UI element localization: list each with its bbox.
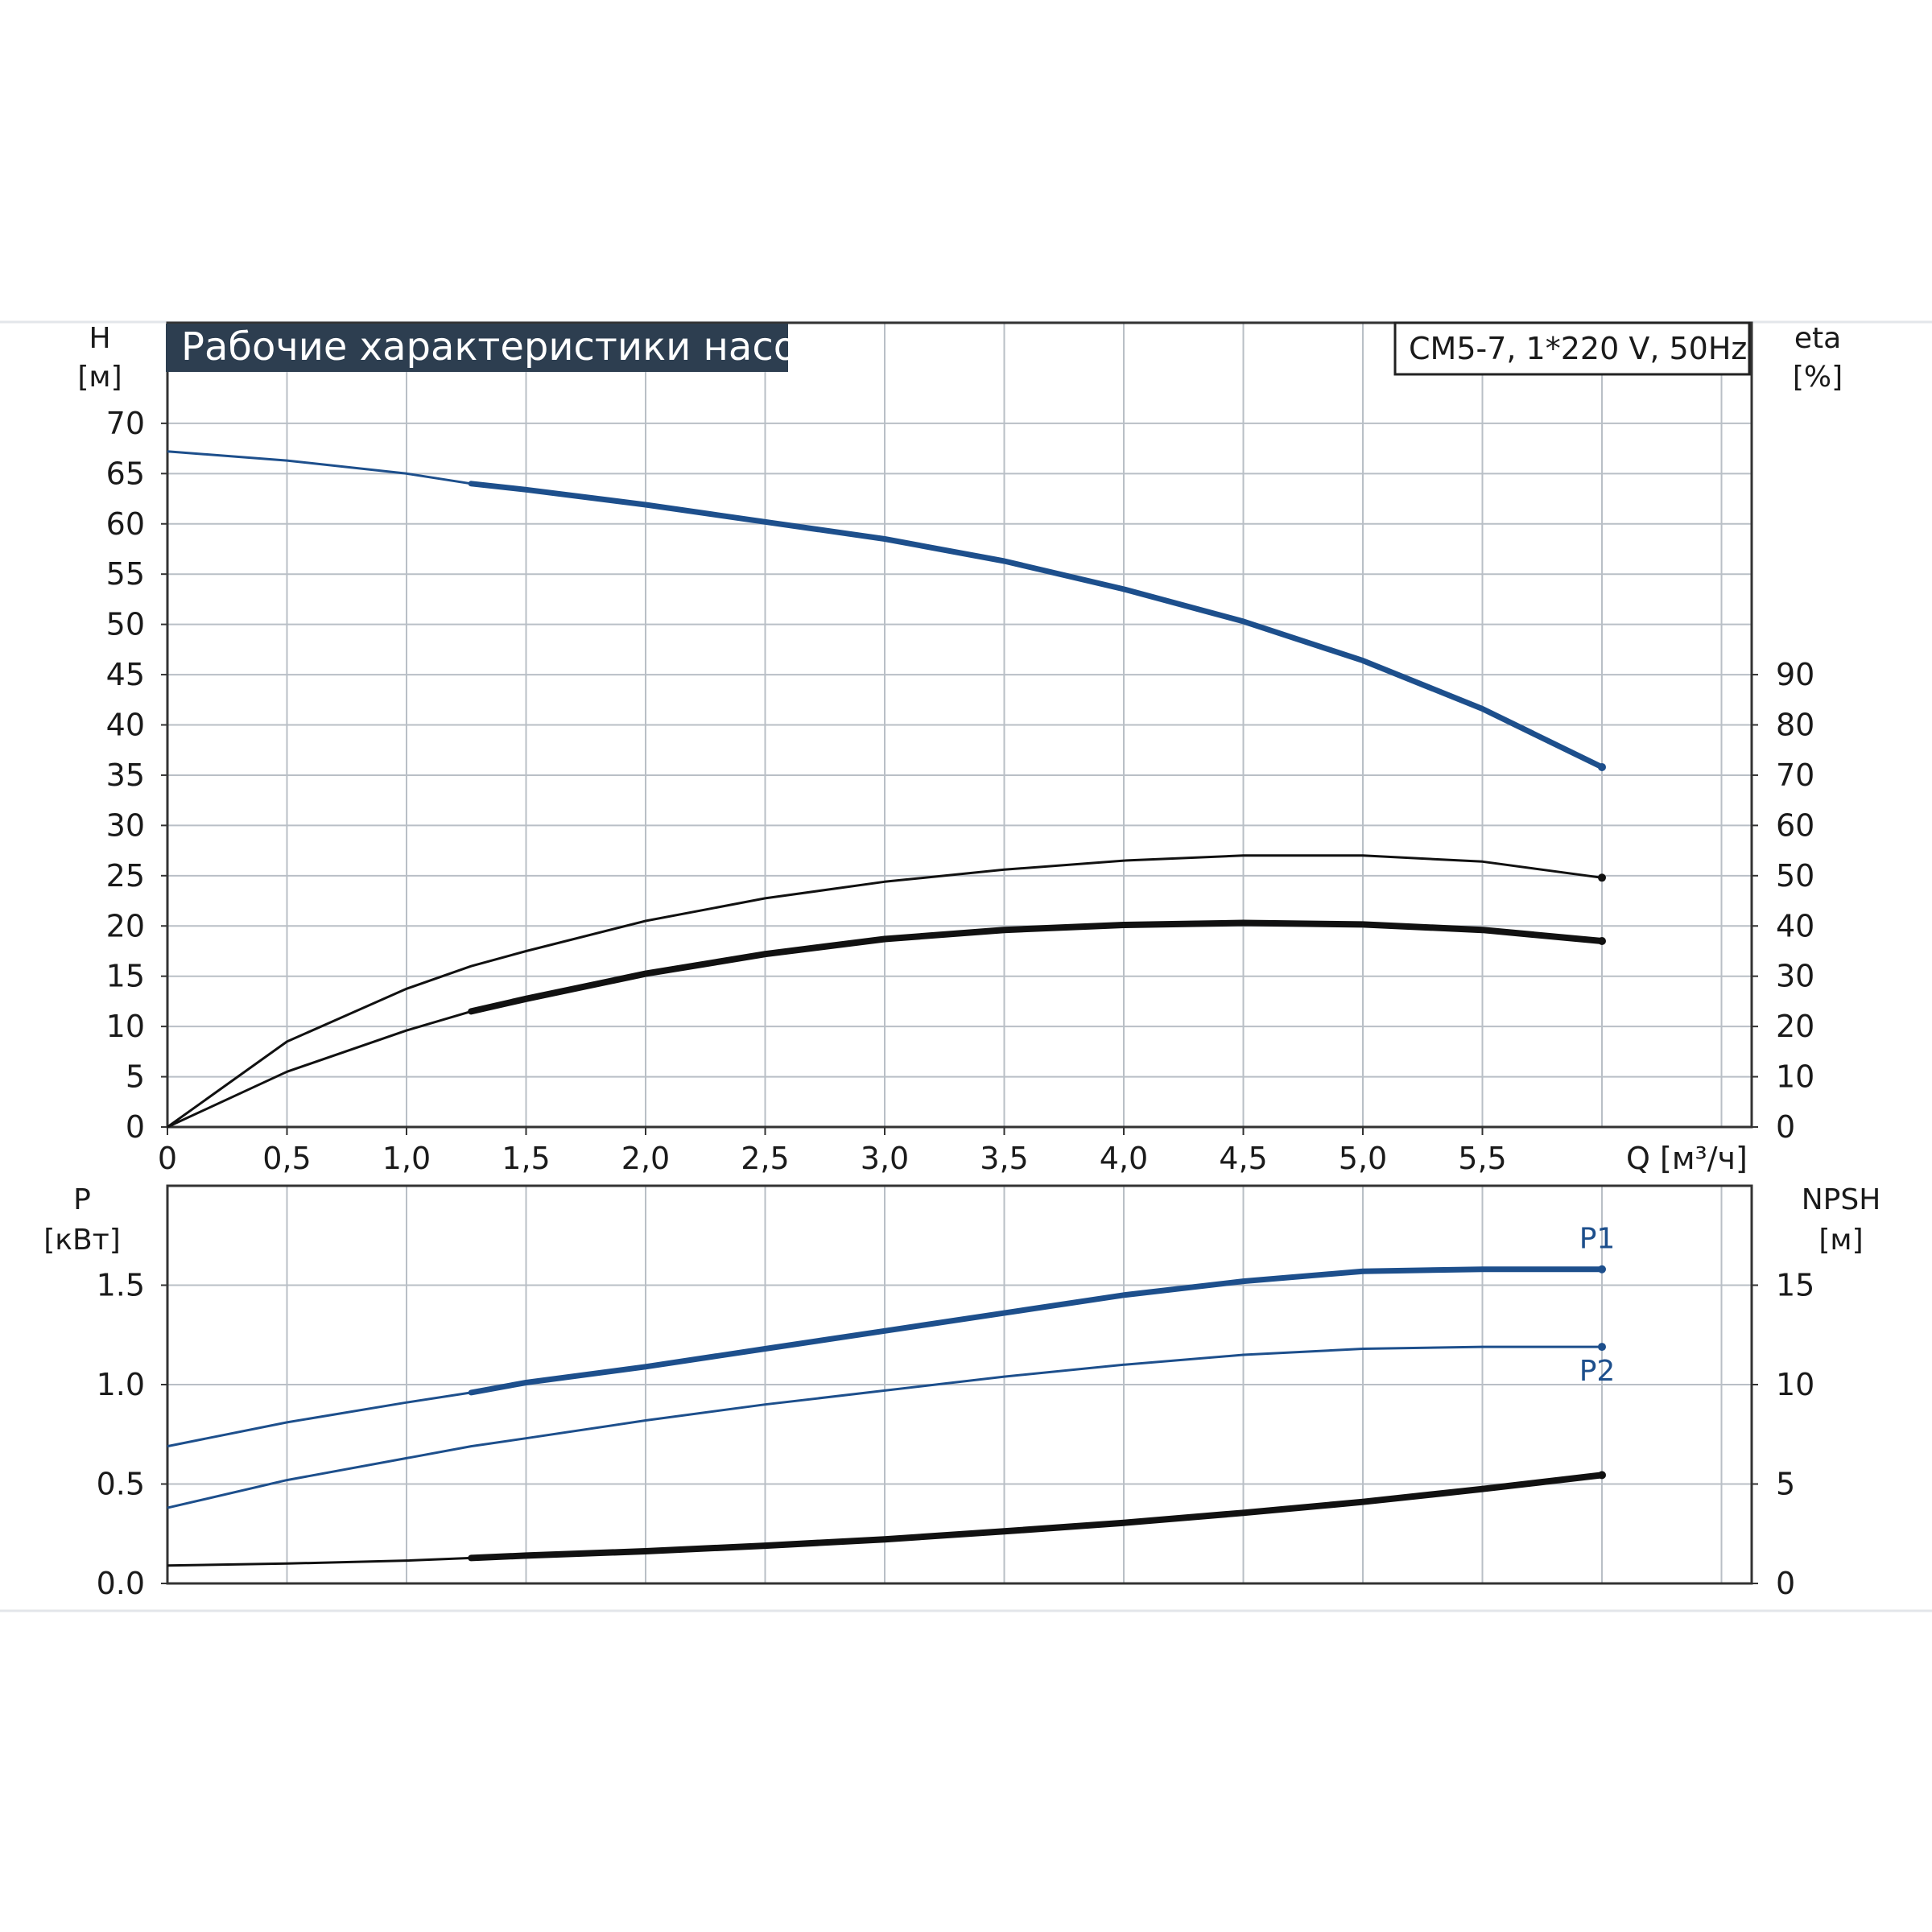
series-label-p2: P2	[1579, 1355, 1616, 1388]
x-tick-label: 3,0	[861, 1141, 909, 1176]
y-right-tick-label: 15	[1776, 1268, 1814, 1303]
chart-title: Рабочие характеристики насоса	[181, 324, 842, 369]
series-labels: P1 P2	[1579, 1223, 1616, 1388]
y-right-tick-label: 20	[1776, 1009, 1814, 1044]
bottom-left-axis-symbol: P	[73, 1183, 91, 1216]
bottom-right-axis-unit: [м]	[1818, 1224, 1863, 1257]
x-tick-label: 3,5	[980, 1141, 1028, 1176]
y-left-tick-label: 70	[106, 406, 145, 441]
y-right-tick-label: 80	[1776, 708, 1814, 743]
y-left-tick-label: 30	[106, 807, 145, 843]
title-box	[166, 324, 788, 372]
x-tick-label: 1,0	[382, 1141, 431, 1176]
model-box	[1393, 321, 1751, 376]
y-left-tick-label: 1.0	[97, 1367, 145, 1402]
x-tick-label: 0	[158, 1141, 177, 1176]
top-curves	[167, 450, 1606, 1129]
bottom-curves	[167, 1265, 1606, 1567]
x-tick-label: 2,5	[741, 1141, 789, 1176]
x-tick-label: 5,5	[1458, 1141, 1506, 1176]
top-grid	[166, 321, 1753, 1129]
y-left-tick-label: 0.5	[97, 1467, 145, 1502]
x-tick-label: 4,0	[1100, 1141, 1148, 1176]
top-left-axis-unit: [м]	[77, 361, 122, 394]
x-tick-label: 1,5	[502, 1141, 550, 1176]
x-tick-label: 0,5	[262, 1141, 311, 1176]
curve-end-point	[1598, 1471, 1606, 1480]
y-left-tick-label: 50	[106, 607, 145, 642]
y-right-tick-label: 5	[1776, 1467, 1795, 1502]
y-left-tick-label: 0	[126, 1109, 145, 1145]
y-right-tick-label: 40	[1776, 908, 1814, 943]
y-right-tick-label: 10	[1776, 1059, 1814, 1095]
y-left-tick-label: 55	[106, 556, 145, 592]
y-left-tick-label: 45	[106, 657, 145, 692]
bottom-left-axis-unit: [кВт]	[43, 1224, 121, 1257]
y-left-tick-label: 5	[126, 1059, 145, 1095]
y-left-tick-label: 10	[106, 1009, 145, 1044]
top-right-axis-symbol: eta	[1794, 322, 1841, 355]
curve-end-point	[1598, 1265, 1606, 1274]
x-tick-label: 2,0	[621, 1141, 670, 1176]
curve-eta-thin-full	[167, 854, 1603, 1129]
curve-end-point	[1598, 873, 1606, 882]
top-right-axis-unit: [%]	[1793, 361, 1843, 394]
y-left-tick-label: 65	[106, 456, 145, 491]
x-tick-label: 5,0	[1339, 1141, 1387, 1176]
top-left-axis-symbol: H	[89, 322, 110, 355]
y-left-tick-label: 40	[106, 708, 145, 743]
curve-end-point	[1598, 936, 1606, 945]
curve-eta-thick-operating	[468, 919, 1605, 1015]
curve-p2-full	[167, 1345, 1602, 1509]
x-axis-label: Q [м³/ч]	[1626, 1141, 1748, 1176]
model-label: CM5-7, 1*220 V, 50Hz	[1409, 331, 1747, 366]
bottom-right-axis-symbol: NPSH	[1802, 1183, 1881, 1216]
y-left-tick-label: 15	[106, 959, 145, 994]
y-right-tick-label: 50	[1776, 858, 1814, 894]
curve-end-point	[1598, 1343, 1606, 1352]
curve-h-operating	[468, 481, 1605, 770]
y-right-tick-label: 10	[1776, 1367, 1814, 1402]
curve-p1-operating	[468, 1266, 1605, 1396]
bottom-grid	[166, 1184, 1753, 1585]
y-right-tick-label: 0	[1776, 1109, 1795, 1145]
curve-npsh-operating	[468, 1472, 1605, 1562]
y-right-tick-label: 60	[1776, 807, 1814, 843]
bottom-ticks: 0.0 0.5 1.0 1.5 0 5 10 15	[97, 1268, 1815, 1602]
curve-end-point	[1598, 762, 1606, 771]
y-left-tick-label: 60	[106, 506, 145, 542]
y-left-tick-label: 1.5	[97, 1268, 145, 1303]
y-left-tick-label: 35	[106, 758, 145, 793]
y-left-tick-label: 25	[106, 858, 145, 894]
series-label-p1: P1	[1579, 1223, 1616, 1256]
y-right-tick-label: 90	[1776, 657, 1814, 692]
y-left-tick-label: 20	[106, 908, 145, 943]
y-left-tick-label: 0.0	[97, 1566, 145, 1601]
y-right-tick-label: 0	[1776, 1566, 1795, 1601]
y-right-tick-label: 30	[1776, 959, 1814, 994]
x-tick-label: 4,5	[1219, 1141, 1267, 1176]
top-ticks: 0 5 10 15 20 25 30 35 40 45 50 55 60 65 70 0 10 20 30 40 50 6…	[106, 406, 1815, 1176]
y-right-tick-label: 70	[1776, 758, 1814, 793]
